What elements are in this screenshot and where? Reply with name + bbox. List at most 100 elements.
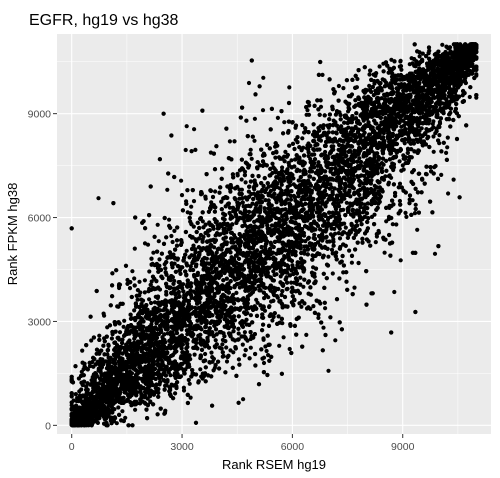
scatter-point xyxy=(327,239,332,244)
scatter-point xyxy=(299,304,304,309)
scatter-point xyxy=(224,359,230,364)
scatter-point xyxy=(117,330,123,335)
scatter-point xyxy=(273,155,278,160)
scatter-point xyxy=(169,233,174,239)
scatter-point xyxy=(300,123,305,128)
scatter-point xyxy=(89,338,94,343)
scatter-point xyxy=(373,240,378,245)
scatter-point xyxy=(132,246,137,251)
scatter-point xyxy=(133,407,138,412)
scatter-point xyxy=(446,191,451,196)
scatter-point xyxy=(415,227,420,232)
scatter-point xyxy=(445,145,450,150)
scatter-point xyxy=(439,172,444,177)
scatter-point xyxy=(383,174,388,179)
scatter-point xyxy=(352,285,357,290)
scatter-point xyxy=(289,158,294,163)
scatter-point xyxy=(323,306,328,311)
scatter-point xyxy=(232,233,237,238)
scatter-point xyxy=(149,279,154,284)
scatter-point xyxy=(192,352,197,357)
scatter-point xyxy=(156,285,161,290)
scatter-point xyxy=(398,258,403,263)
scatter-point xyxy=(336,83,341,89)
scatter-point xyxy=(431,149,436,154)
scatter-point xyxy=(203,351,208,357)
scatter-point xyxy=(188,395,193,400)
scatter-point xyxy=(433,163,438,169)
scatter-point xyxy=(142,290,147,295)
scatter-point xyxy=(341,86,346,91)
scatter-point xyxy=(431,134,436,139)
scatter-point xyxy=(302,251,307,256)
scatter-point xyxy=(137,279,142,284)
scatter-point xyxy=(227,205,232,210)
scatter-point xyxy=(349,260,354,265)
scatter-point xyxy=(261,75,266,80)
scatter-point xyxy=(301,284,306,289)
scatter-point xyxy=(193,147,198,152)
scatter-point xyxy=(336,231,341,236)
scatter-point xyxy=(152,300,157,305)
scatter-point xyxy=(318,98,323,103)
scatter-point xyxy=(242,330,247,335)
scatter-point xyxy=(154,382,159,387)
scatter-point xyxy=(173,391,178,396)
scatter-point xyxy=(189,204,194,209)
scatter-point xyxy=(207,220,212,225)
scatter-point xyxy=(80,348,85,353)
scatter-point xyxy=(132,276,137,281)
scatter-point xyxy=(343,225,348,230)
scatter-point xyxy=(337,236,343,241)
scatter-point xyxy=(270,161,275,166)
scatter-point xyxy=(276,314,281,319)
scatter-point xyxy=(261,355,267,360)
scatter-point xyxy=(398,59,403,64)
scatter-point xyxy=(263,344,268,349)
scatter-point xyxy=(114,421,119,426)
scatter-point xyxy=(220,337,225,343)
scatter-point xyxy=(236,357,241,362)
scatter-point xyxy=(246,189,251,194)
scatter-point xyxy=(330,130,335,135)
scatter-point xyxy=(184,124,189,129)
scatter-point xyxy=(287,85,292,90)
scatter-point xyxy=(206,233,211,238)
scatter-point xyxy=(220,342,225,347)
scatter-point xyxy=(382,250,387,255)
scatter-point xyxy=(417,54,422,59)
scatter-point xyxy=(389,57,394,62)
scatter-point xyxy=(420,51,425,56)
scatter-point xyxy=(380,189,385,194)
scatter-point xyxy=(444,150,449,155)
scatter-point xyxy=(192,127,197,132)
scatter-point xyxy=(242,353,247,358)
scatter-point xyxy=(282,254,287,259)
scatter-point xyxy=(97,333,102,338)
scatter-point xyxy=(344,200,349,205)
scatter-point xyxy=(257,214,262,219)
scatter-point xyxy=(269,223,275,228)
scatter-point xyxy=(367,72,372,77)
scatter-point xyxy=(311,304,316,309)
scatter-point xyxy=(79,369,84,374)
scatter-point xyxy=(316,315,321,320)
scatter-point xyxy=(149,300,154,306)
scatter-point xyxy=(249,156,254,161)
scatter-point xyxy=(367,83,372,88)
scatter-point xyxy=(323,149,328,155)
scatter-point xyxy=(401,153,406,158)
scatter-point xyxy=(123,415,128,420)
scatter-point xyxy=(270,318,275,323)
scatter-point xyxy=(214,250,219,255)
chart-title: EGFR, hg19 vs hg38 xyxy=(29,12,179,29)
scatter-point xyxy=(213,338,218,343)
scatter-point xyxy=(148,399,153,404)
scatter-point xyxy=(145,242,151,247)
scatter-point xyxy=(353,116,359,121)
scatter-point xyxy=(157,257,162,262)
scatter-point xyxy=(289,280,294,285)
scatter-point xyxy=(347,248,352,253)
scatter-point xyxy=(413,202,418,207)
scatter-point xyxy=(326,368,331,373)
